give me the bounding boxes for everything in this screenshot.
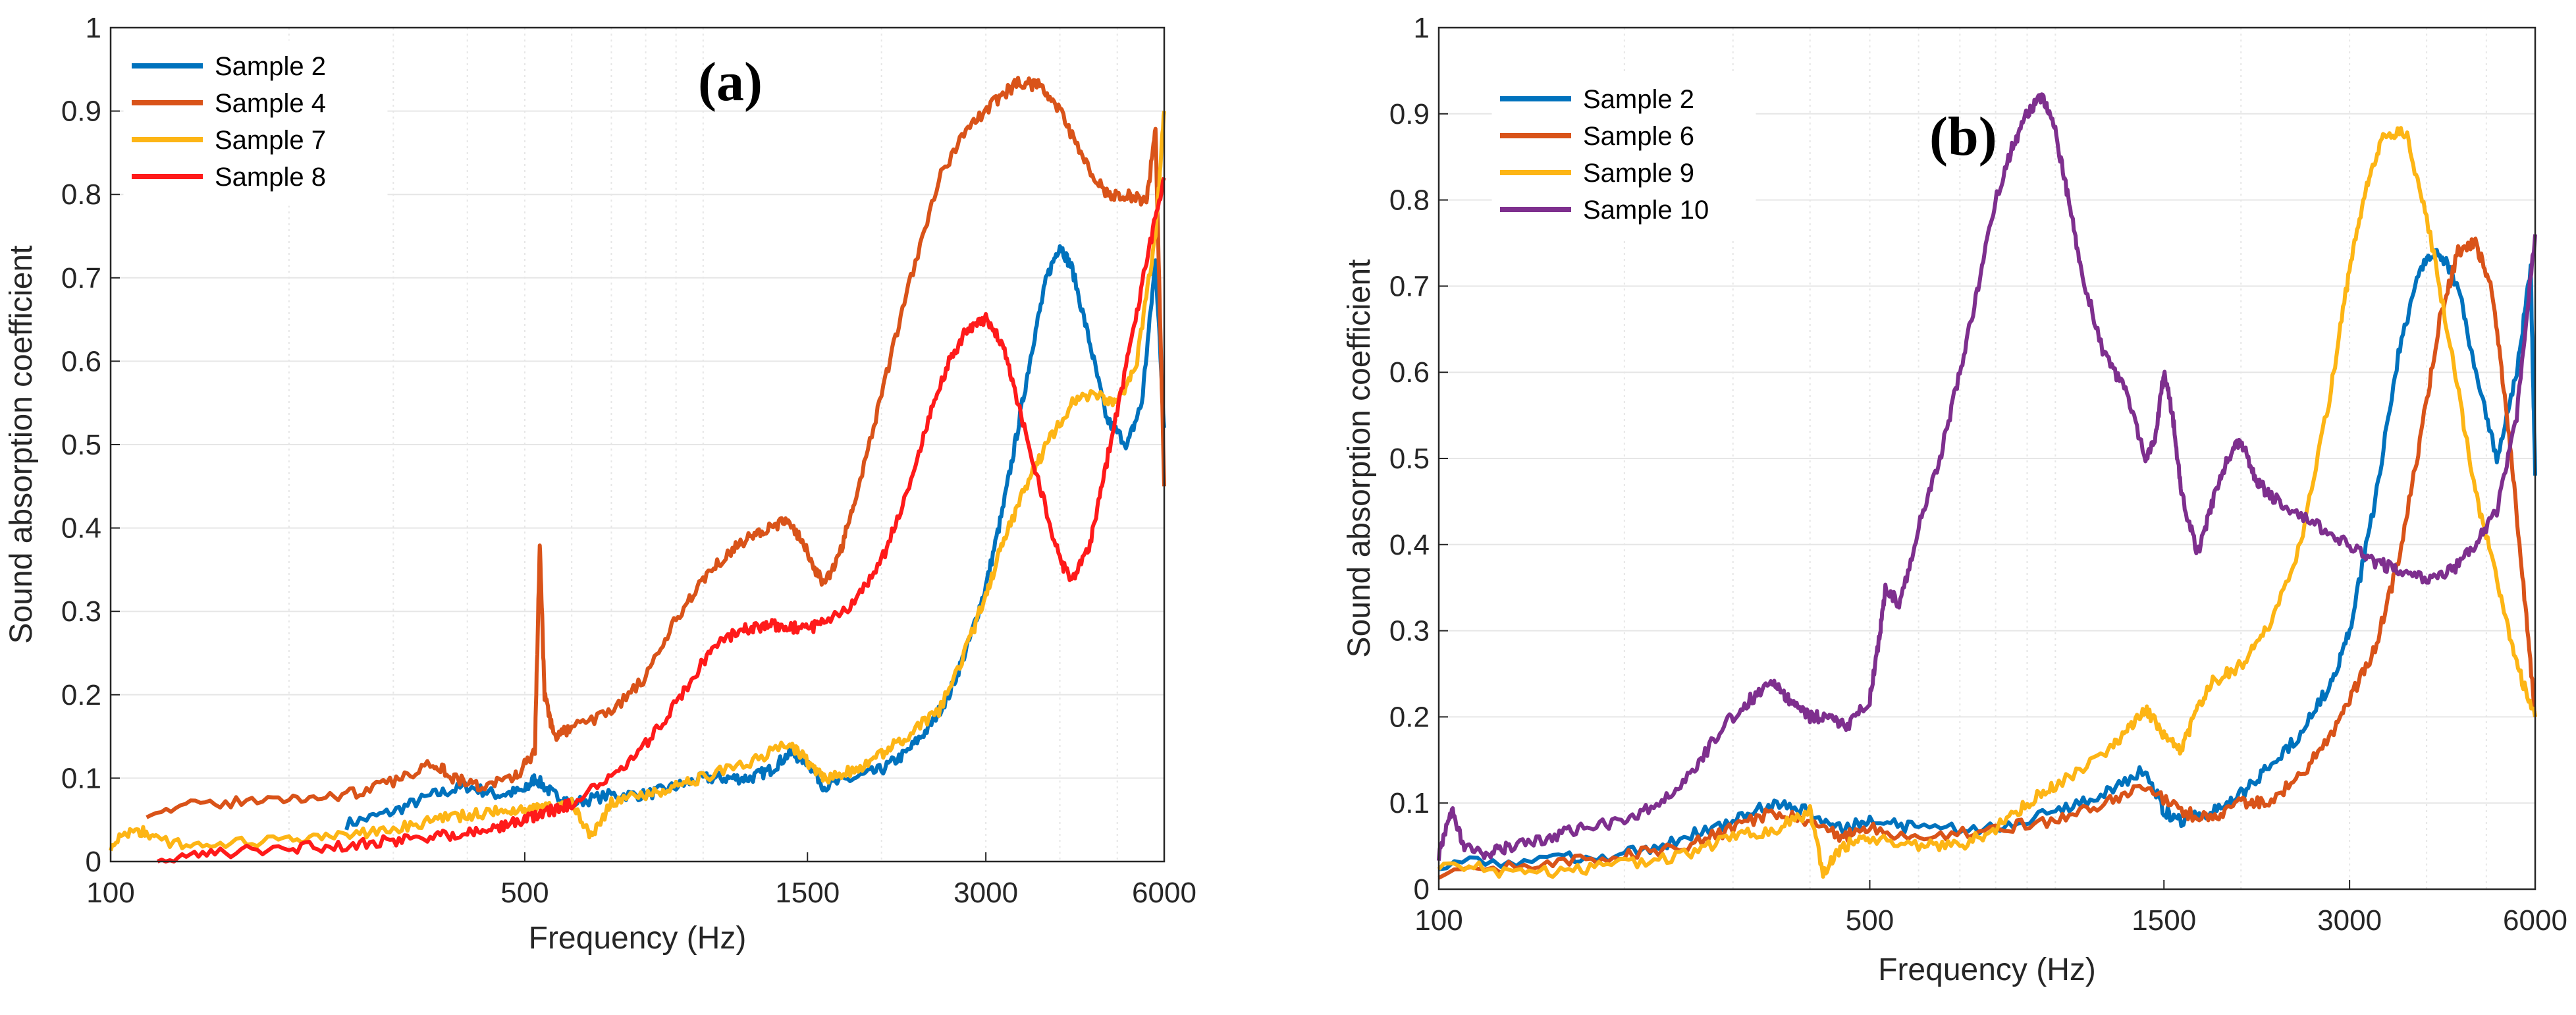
x-axis-label: Frequency (Hz) [1878, 952, 2096, 987]
y-tick-label: 0.8 [61, 178, 101, 211]
y-tick-label: 0 [1414, 873, 1430, 906]
series-line-sample-9 [1437, 126, 2537, 879]
series-line-sample-8 [156, 177, 1166, 864]
legend: Sample 2 Sample 4 Sample 7 Sample 8 [123, 40, 388, 206]
x-tick-label: 100 [86, 877, 134, 909]
x-tick-label: 3000 [2317, 904, 2382, 937]
y-tick-label: 1 [1414, 12, 1430, 44]
legend-label: Sample 2 [1583, 85, 1694, 114]
legend-label: Sample 7 [215, 126, 326, 155]
y-tick-label: 0.7 [61, 262, 101, 294]
legend-label: Sample 10 [1583, 196, 1709, 225]
y-tick-label: 0.6 [1389, 356, 1430, 389]
y-tick-label: 0.3 [1389, 615, 1430, 647]
y-tick-label: 0.5 [1389, 443, 1430, 475]
chart-panel-a: 0 0.1 0.2 0.3 0.4 0.5 0.6 0.7 0.8 0.9 1 100 500 1500 3… [4, 12, 1196, 956]
y-tick-label: 1 [86, 12, 101, 44]
legend-label: Sample 8 [215, 163, 326, 192]
y-tick-label: 0.7 [1389, 270, 1430, 302]
y-tick-label: 0.8 [1389, 184, 1430, 217]
axes-box [1437, 26, 2536, 891]
x-tick-label: 1500 [775, 877, 840, 909]
x-tick-label: 1500 [2132, 904, 2196, 937]
legend-label: Sample 6 [1583, 122, 1694, 151]
chart-panel-b: 0 0.1 0.2 0.3 0.4 0.5 0.6 0.7 0.8 0.9 1 100 500 1500 3… [1342, 12, 2567, 987]
legend-label: Sample 4 [215, 89, 326, 118]
legend-label: Sample 9 [1583, 159, 1694, 188]
x-tick-label: 6000 [1132, 877, 1196, 909]
y-tick-label: 0.2 [1389, 701, 1430, 733]
legend-label: Sample 2 [215, 52, 326, 81]
panel-label: (b) [1929, 106, 1997, 167]
y-tick-label: 0.5 [61, 429, 101, 461]
y-tick-label: 0.1 [61, 762, 101, 794]
x-tick-label: 500 [500, 877, 549, 909]
y-tick-label: 0.9 [1389, 98, 1430, 130]
y-tick-label: 0 [86, 846, 101, 878]
series-line-sample-7 [109, 111, 1166, 852]
y-tick-label: 0.3 [61, 595, 101, 628]
x-tick-label: 3000 [953, 877, 1018, 909]
series-line-sample-6 [1437, 236, 2537, 880]
series-line-sample-10 [1437, 92, 2537, 861]
y-tick-label: 0.6 [61, 345, 101, 377]
x-tick-label: 100 [1414, 904, 1462, 937]
series-line-sample-4 [146, 76, 1166, 819]
y-tick-label: 0.9 [61, 96, 101, 128]
x-axis-label: Frequency (Hz) [529, 921, 747, 956]
series-line-sample-2 [344, 244, 1166, 831]
axes-box [109, 26, 1166, 863]
x-tick-label: 500 [1846, 904, 1894, 937]
y-tick-label: 0.4 [61, 512, 101, 545]
y-axis-label: Sound absorption coefficient [4, 246, 39, 644]
y-tick-label: 0.1 [1389, 787, 1430, 819]
x-tick-label: 6000 [2503, 904, 2567, 937]
y-axis-label: Sound absorption coefficient [1342, 260, 1377, 658]
y-tick-label: 0.2 [61, 679, 101, 711]
y-tick-label: 0.4 [1389, 529, 1430, 561]
legend: Sample 2 Sample 6 Sample 9 Sample 10 [1491, 73, 1756, 239]
panel-label: (a) [698, 51, 763, 113]
